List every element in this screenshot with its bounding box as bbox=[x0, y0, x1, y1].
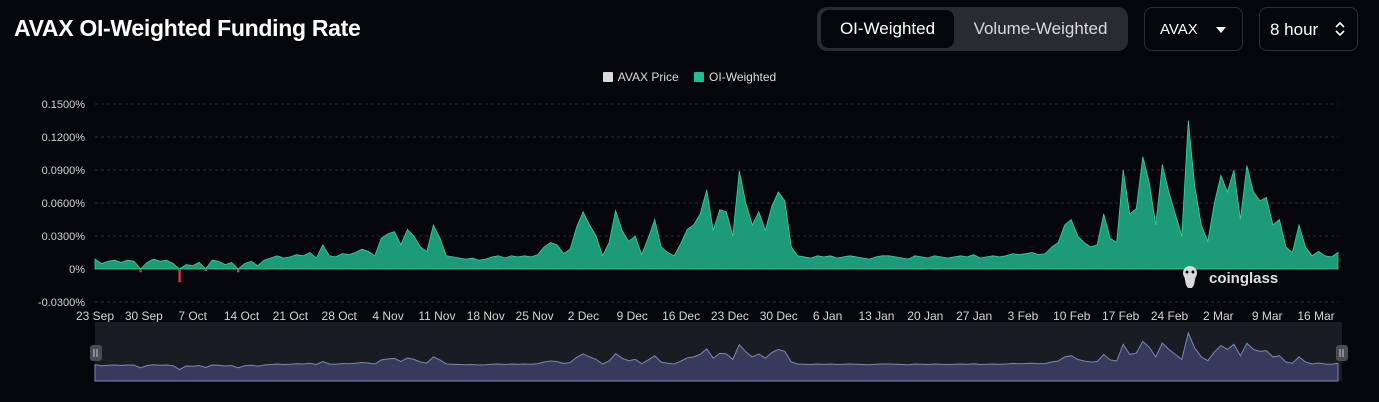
x-tick-label: 11 Nov bbox=[418, 309, 455, 323]
page-title: AVAX OI-Weighted Funding Rate bbox=[14, 15, 361, 41]
x-tick-label: 6 Jan bbox=[813, 309, 842, 323]
x-tick-label: 17 Feb bbox=[1102, 309, 1140, 323]
legend-label-oi-weighted: OI-Weighted bbox=[709, 70, 777, 84]
x-tick-label: 27 Jan bbox=[956, 309, 992, 323]
x-tick-label: 9 Dec bbox=[617, 309, 648, 323]
chart-legend: AVAX Price OI-Weighted bbox=[0, 70, 1379, 84]
x-tick-label: 16 Dec bbox=[662, 309, 700, 323]
tab-volume-weighted[interactable]: Volume-Weighted bbox=[973, 19, 1108, 38]
x-tick-label: 13 Jan bbox=[858, 309, 894, 323]
navigator[interactable] bbox=[90, 322, 1348, 382]
legend-swatch-oi-weighted bbox=[694, 72, 705, 82]
y-tick-label: 0.1200% bbox=[42, 132, 86, 144]
x-tick-label: 2 Mar bbox=[1203, 309, 1234, 323]
legend-item-oi-weighted[interactable]: OI-Weighted bbox=[694, 70, 776, 84]
x-tick-label: 23 Dec bbox=[711, 309, 749, 323]
x-tick-label: 30 Dec bbox=[760, 309, 798, 323]
series-oi-weighted bbox=[94, 120, 1339, 283]
area-positive bbox=[94, 120, 1339, 270]
x-tick-label: 20 Jan bbox=[907, 309, 943, 323]
x-tick-label: 2 Dec bbox=[568, 309, 599, 323]
y-axis: 0.1500% 0.1200% 0.0900% 0.0600% 0.0300% 0% -0.… bbox=[38, 99, 85, 309]
y-tick-label: 0.0600% bbox=[42, 198, 86, 210]
updown-chevron-icon bbox=[1335, 21, 1345, 37]
y-tick-label: 0.0300% bbox=[42, 231, 86, 243]
x-tick-label: 24 Feb bbox=[1151, 309, 1189, 323]
negative-funding-mark bbox=[204, 269, 207, 272]
y-tick-label: -0.0300% bbox=[38, 297, 85, 309]
symbol-select[interactable]: AVAX bbox=[1144, 7, 1243, 51]
caret-down-icon bbox=[1216, 27, 1226, 33]
weighting-toggle: OI-Weighted Volume-Weighted bbox=[817, 7, 1128, 51]
x-tick-label: 18 Nov bbox=[467, 309, 505, 323]
x-tick-label: 3 Feb bbox=[1008, 309, 1039, 323]
legend-swatch-avax-price bbox=[602, 72, 613, 82]
legend-item-avax-price[interactable]: AVAX Price bbox=[602, 70, 679, 84]
x-tick-label: 9 Mar bbox=[1252, 309, 1283, 323]
x-tick-label: 14 Oct bbox=[224, 309, 260, 323]
x-tick-label: 23 Sep bbox=[76, 309, 114, 323]
legend-label-avax-price: AVAX Price bbox=[617, 70, 679, 84]
negative-funding-mark bbox=[236, 269, 240, 273]
x-axis: 23 Sep 30 Sep 7 Oct 14 Oct 21 Oct 28 Oct 4 Nov… bbox=[76, 309, 1335, 323]
y-tick-label: 0.1500% bbox=[42, 99, 86, 111]
symbol-select-value: AVAX bbox=[1160, 21, 1198, 38]
x-tick-label: 16 Mar bbox=[1297, 309, 1334, 323]
x-tick-label: 21 Oct bbox=[273, 309, 309, 323]
y-tick-label: 0% bbox=[69, 264, 85, 276]
coinglass-logo-icon bbox=[1183, 266, 1197, 288]
interval-select[interactable]: 8 hour bbox=[1259, 7, 1358, 51]
y-tick-label: 0.0900% bbox=[42, 165, 86, 177]
navigator-handle-left[interactable] bbox=[90, 345, 102, 361]
tab-oi-weighted[interactable]: OI-Weighted bbox=[821, 10, 954, 48]
watermark: coinglass bbox=[1183, 266, 1278, 288]
negative-funding-mark bbox=[139, 269, 142, 273]
x-tick-label: 25 Nov bbox=[516, 309, 554, 323]
x-tick-label: 30 Sep bbox=[125, 309, 163, 323]
x-tick-label: 28 Oct bbox=[322, 309, 358, 323]
interval-select-value: 8 hour bbox=[1270, 20, 1319, 39]
x-tick-label: 10 Feb bbox=[1053, 309, 1091, 323]
watermark-text: coinglass bbox=[1209, 270, 1278, 287]
negative-funding-mark bbox=[178, 269, 181, 283]
x-tick-label: 7 Oct bbox=[178, 309, 207, 323]
x-tick-label: 4 Nov bbox=[372, 309, 403, 323]
navigator-handle-right[interactable] bbox=[1336, 345, 1348, 361]
